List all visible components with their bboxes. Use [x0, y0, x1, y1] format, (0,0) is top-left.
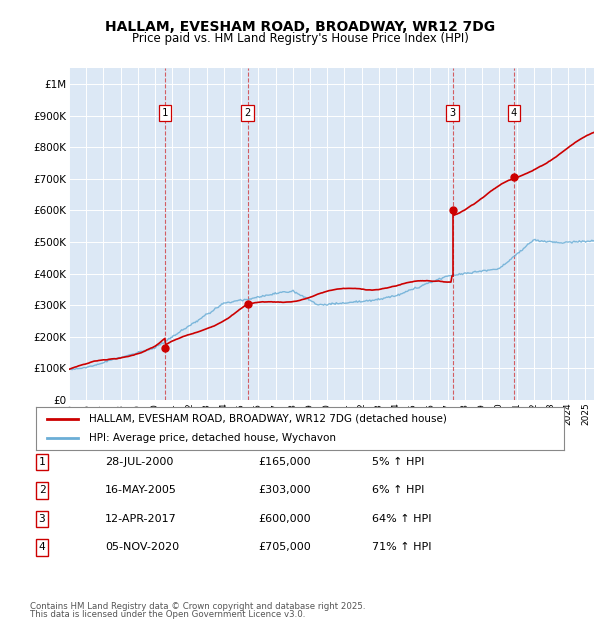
Text: £303,000: £303,000 [258, 485, 311, 495]
Text: 1: 1 [38, 457, 46, 467]
Text: £600,000: £600,000 [258, 514, 311, 524]
Text: 4: 4 [38, 542, 46, 552]
Text: 71% ↑ HPI: 71% ↑ HPI [372, 542, 431, 552]
Text: 3: 3 [38, 514, 46, 524]
Text: 3: 3 [449, 108, 455, 118]
Text: £165,000: £165,000 [258, 457, 311, 467]
Text: 28-JUL-2000: 28-JUL-2000 [105, 457, 173, 467]
Text: Price paid vs. HM Land Registry's House Price Index (HPI): Price paid vs. HM Land Registry's House … [131, 32, 469, 45]
Text: 64% ↑ HPI: 64% ↑ HPI [372, 514, 431, 524]
Text: 1: 1 [162, 108, 168, 118]
Text: 16-MAY-2005: 16-MAY-2005 [105, 485, 177, 495]
Text: Contains HM Land Registry data © Crown copyright and database right 2025.: Contains HM Land Registry data © Crown c… [30, 602, 365, 611]
Text: HPI: Average price, detached house, Wychavon: HPI: Average price, detached house, Wych… [89, 433, 336, 443]
Text: 6% ↑ HPI: 6% ↑ HPI [372, 485, 424, 495]
Text: This data is licensed under the Open Government Licence v3.0.: This data is licensed under the Open Gov… [30, 610, 305, 619]
Text: HALLAM, EVESHAM ROAD, BROADWAY, WR12 7DG (detached house): HALLAM, EVESHAM ROAD, BROADWAY, WR12 7DG… [89, 414, 446, 423]
Text: 12-APR-2017: 12-APR-2017 [105, 514, 177, 524]
Text: 2: 2 [244, 108, 251, 118]
Text: 05-NOV-2020: 05-NOV-2020 [105, 542, 179, 552]
Text: £705,000: £705,000 [258, 542, 311, 552]
Text: HALLAM, EVESHAM ROAD, BROADWAY, WR12 7DG: HALLAM, EVESHAM ROAD, BROADWAY, WR12 7DG [105, 20, 495, 34]
Text: 2: 2 [38, 485, 46, 495]
Text: 4: 4 [511, 108, 517, 118]
Text: 5% ↑ HPI: 5% ↑ HPI [372, 457, 424, 467]
